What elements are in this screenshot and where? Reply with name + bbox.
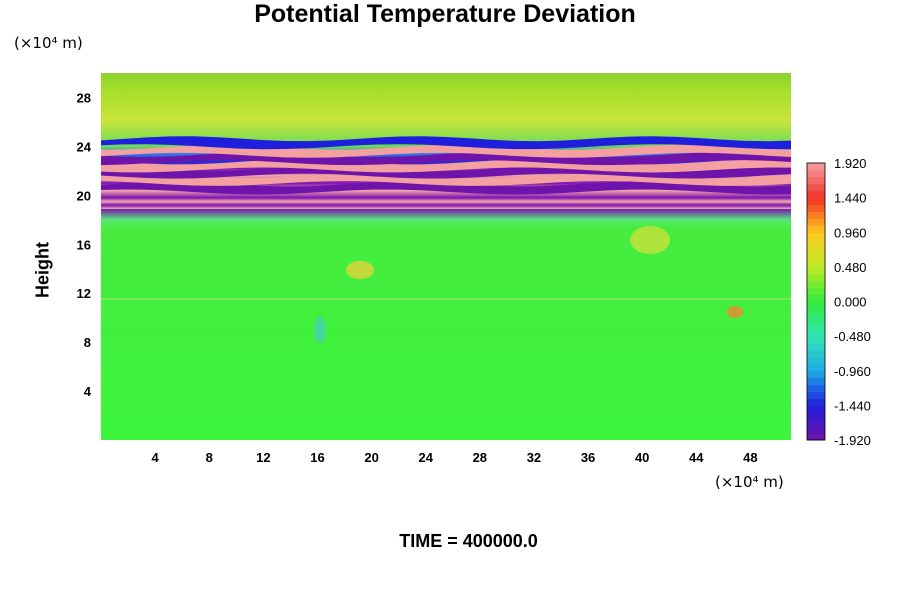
- colorbar-label: -1.920: [834, 433, 871, 448]
- band-6: [101, 136, 791, 150]
- colorbar-label: 0.480: [834, 260, 867, 275]
- colorbar-swatch: [807, 433, 825, 441]
- x-tick-label: 48: [743, 450, 757, 465]
- colorbar-swatch: [807, 322, 825, 330]
- band-0: [101, 181, 791, 195]
- warm-blob: [630, 226, 670, 254]
- colorbar: [806, 162, 826, 441]
- y-tick-label: 24: [77, 139, 92, 154]
- x-tick-label: 16: [310, 450, 324, 465]
- colorbar-swatch: [807, 211, 825, 219]
- colorbar-swatch: [807, 343, 825, 351]
- y-tick-label: 8: [84, 335, 91, 350]
- colorbar-label: -0.480: [834, 329, 871, 344]
- colorbar-swatch: [807, 398, 825, 406]
- x-axis-unit: (×10⁴ m): [715, 473, 784, 491]
- colorbar-swatch: [807, 363, 825, 372]
- y-axis-unit: (×10⁴ m): [14, 34, 83, 52]
- warm-blob: [727, 306, 743, 318]
- y-tick-label: 12: [77, 286, 91, 301]
- colorbar-swatch: [807, 280, 825, 289]
- band-3: [101, 159, 791, 173]
- colorbar-swatch: [807, 301, 825, 309]
- colorbar-swatch: [807, 190, 825, 199]
- colorbar-swatch: [807, 232, 825, 240]
- colorbar-swatch: [807, 370, 825, 379]
- band-1: [101, 172, 791, 186]
- colorbar-swatch: [807, 412, 825, 420]
- colorbar-swatch: [807, 204, 825, 212]
- colorbar-swatch: [807, 163, 825, 171]
- colorbar-swatch: [807, 308, 825, 316]
- colorbar-swatch: [807, 197, 825, 206]
- colorbar-swatch: [807, 239, 825, 247]
- x-tick-label: 4: [152, 450, 160, 465]
- x-tick-label: 40: [635, 450, 649, 465]
- colorbar-swatch: [807, 183, 825, 192]
- warm-blob: [346, 261, 374, 279]
- colorbar-swatch: [807, 384, 825, 393]
- colorbar-swatch: [807, 266, 825, 275]
- time-footer: TIME = 400000.0: [399, 531, 538, 551]
- colorbar-swatch: [807, 405, 825, 413]
- chart-title: Potential Temperature Deviation: [254, 0, 636, 28]
- colorbar-swatch: [807, 349, 825, 358]
- colorbar-swatch: [807, 246, 825, 254]
- cool-blob: [314, 316, 326, 344]
- x-tick-label: 8: [206, 450, 213, 465]
- x-tick-label: 44: [689, 450, 704, 465]
- y-axis-ticks: 4 8 12 16 20 24 28: [77, 90, 92, 399]
- colorbar-label: 0.000: [834, 295, 867, 310]
- colorbar-label: -1.440: [834, 398, 871, 413]
- disturbance-bands: [101, 136, 791, 195]
- colorbar-swatch: [807, 225, 825, 233]
- y-tick-label: 28: [77, 90, 91, 105]
- colorbar-swatch: [807, 176, 825, 185]
- x-tick-label: 12: [256, 450, 270, 465]
- colorbar-swatch: [807, 259, 825, 268]
- colorbar-swatch: [807, 426, 825, 434]
- y-tick-label: 20: [77, 188, 91, 203]
- x-tick-label: 28: [473, 450, 487, 465]
- colorbar-swatch: [807, 294, 825, 302]
- colorbar-swatch: [807, 287, 825, 296]
- colorbar-label: 0.960: [834, 225, 867, 240]
- colorbar-swatch: [807, 377, 825, 386]
- x-tick-label: 36: [581, 450, 595, 465]
- colorbar-label: 1.440: [834, 191, 867, 206]
- x-tick-label: 32: [527, 450, 541, 465]
- colorbar-swatch: [807, 356, 825, 365]
- colorbar-swatch: [807, 218, 825, 226]
- colorbar-swatch: [807, 253, 825, 261]
- heatmap-field: [101, 73, 791, 440]
- x-tick-label: 24: [418, 450, 433, 465]
- colorbar-frame: [806, 162, 826, 441]
- colorbar-swatch: [807, 419, 825, 427]
- colorbar-swatch: [807, 391, 825, 399]
- x-tick-label: 20: [364, 450, 378, 465]
- y-tick-label: 4: [84, 384, 92, 399]
- colorbar-swatch: [807, 315, 825, 323]
- colorbar-swatch: [807, 336, 825, 344]
- colorbar-swatch: [807, 169, 825, 178]
- colorbar-label: -0.960: [834, 364, 871, 379]
- y-tick-label: 16: [77, 237, 91, 252]
- colorbar-swatch: [807, 273, 825, 282]
- x-axis-ticks: 4 8 12 16 20 24 28 32 36 40 44 48: [152, 450, 758, 465]
- colorbar-labels: 1.920 1.440 0.960 0.480 0.000 -0.480 -0.960 -1.…: [834, 156, 871, 448]
- colorbar-swatch: [807, 329, 825, 337]
- colorbar-label: 1.920: [834, 156, 867, 171]
